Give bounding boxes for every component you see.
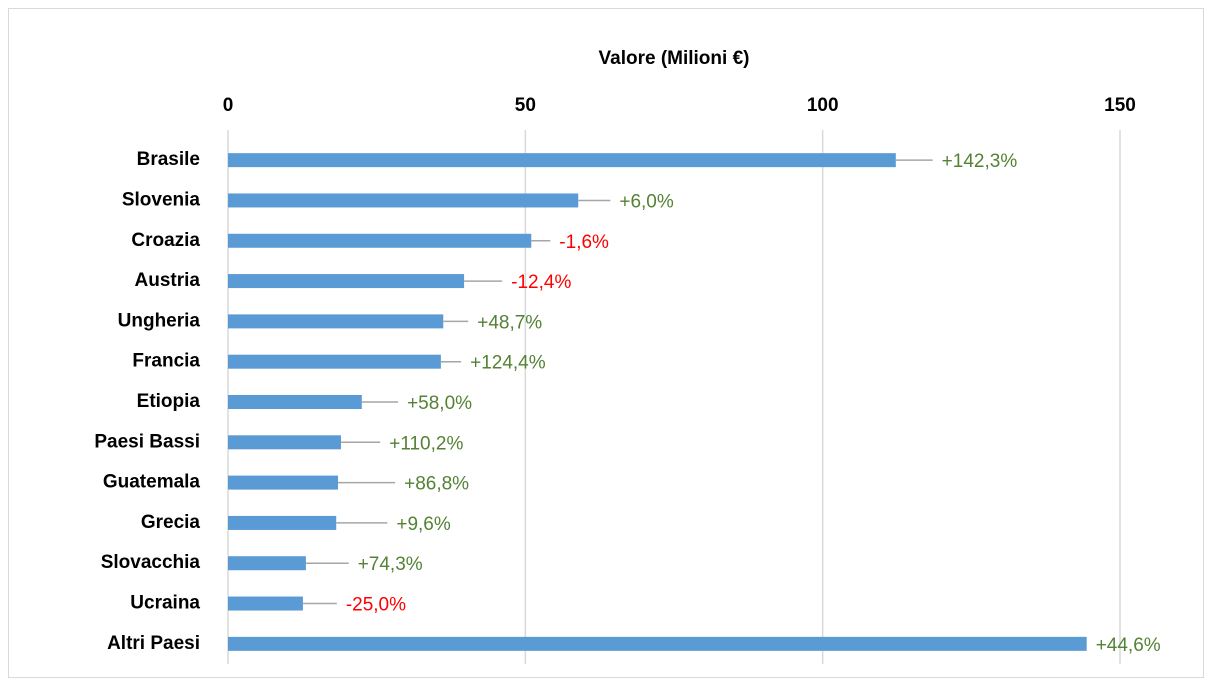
bar — [228, 274, 465, 289]
y-tick-label: Francia — [132, 351, 200, 372]
y-tick-label: Austria — [135, 270, 201, 291]
bar — [228, 233, 532, 248]
growth-label: +110,2% — [389, 433, 463, 454]
y-tick-label: Slovacchia — [101, 552, 201, 573]
bar — [228, 596, 303, 611]
chart-border — [8, 8, 1204, 678]
y-tick-label: Slovenia — [122, 189, 201, 210]
growth-label: +124,4% — [470, 353, 546, 374]
bar — [228, 314, 444, 329]
growth-label: -25,0% — [346, 595, 406, 616]
growth-label: +44,6% — [1096, 635, 1161, 656]
x-tick-label: 0 — [223, 95, 234, 116]
bar — [228, 395, 362, 409]
bar — [228, 193, 579, 208]
growth-label: +86,8% — [404, 474, 469, 495]
growth-label: +6,0% — [619, 191, 674, 212]
y-tick-label: Guatemala — [103, 472, 201, 493]
bar — [228, 515, 337, 530]
x-tick-label: 100 — [807, 95, 839, 116]
y-tick-label: Grecia — [141, 512, 201, 533]
y-tick-label: Brasile — [137, 149, 200, 170]
axis-title: Valore (Milioni €) — [599, 48, 750, 69]
y-tick-label: Ungheria — [118, 310, 201, 331]
bar — [228, 354, 441, 369]
growth-label: -12,4% — [511, 272, 571, 293]
y-tick-label: Altri Paesi — [107, 633, 200, 654]
growth-label: +58,0% — [407, 393, 472, 414]
y-tick-label: Croazia — [131, 230, 200, 251]
growth-label: +9,6% — [396, 514, 451, 535]
bar — [228, 556, 306, 571]
y-tick-label: Ucraina — [130, 593, 200, 614]
bar — [228, 475, 339, 490]
growth-label: +48,7% — [477, 312, 542, 333]
growth-label: -1,6% — [559, 232, 609, 253]
bar — [228, 435, 341, 450]
y-tick-label: Paesi Bassi — [94, 431, 200, 452]
y-tick-label: Etiopia — [137, 391, 201, 412]
growth-label: +142,3% — [942, 151, 1018, 172]
bar — [228, 153, 896, 168]
x-tick-label: 50 — [515, 95, 536, 116]
x-tick-label: 150 — [1104, 95, 1136, 116]
bar — [228, 636, 1087, 651]
growth-label: +74,3% — [358, 554, 423, 575]
